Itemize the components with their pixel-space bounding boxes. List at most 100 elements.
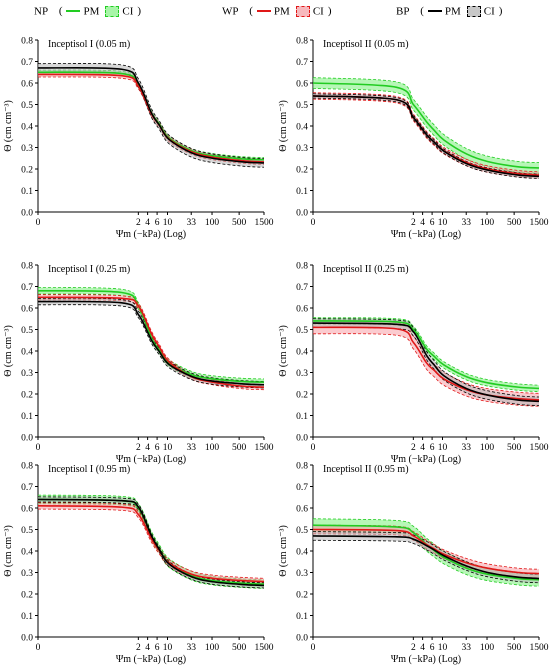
chart-panel-2: 0.0 0.1 0.2 0.3 0.4 0.5 0.6 0.7 0.8 0 2 4 6 10 33 100 50…	[278, 37, 549, 241]
x-tick-label: 6	[155, 218, 160, 228]
x-axis-label: Ψm (−kPa) (Log)	[116, 654, 186, 665]
y-axis-label: Θ (cm cm⁻³)	[3, 525, 14, 577]
ci-upper-bp	[37, 496, 265, 584]
y-tick-label: 0.7	[296, 58, 308, 68]
pm-line-bp	[312, 535, 540, 580]
x-tick-label: 1500	[255, 443, 274, 453]
ci-band-bp	[38, 298, 264, 388]
x-tick-label: 1500	[530, 218, 549, 228]
legend-ci-box-np	[105, 5, 120, 17]
ci-lower-np	[312, 531, 540, 587]
pm-line-wp	[37, 296, 265, 388]
y-tick-label: 0.5	[296, 101, 308, 111]
ci-upper-np	[312, 317, 540, 386]
x-tick-label: 0	[36, 218, 41, 228]
y-tick-label: 0.4	[296, 348, 308, 358]
y-tick-label: 0.8	[21, 462, 33, 472]
x-tick-label: 33	[461, 443, 471, 453]
pm-line-np	[312, 82, 540, 169]
y-tick-label: 0.5	[21, 326, 33, 336]
x-tick-label: 1500	[530, 443, 549, 453]
x-tick-label: 10	[163, 643, 173, 653]
x-tick-label: 1500	[530, 643, 549, 653]
ci-lower-bp	[312, 539, 540, 584]
ci-band-bp	[313, 531, 539, 583]
chart-title: Inceptisol I (0.05 m)	[48, 39, 130, 50]
pm-line-np	[312, 320, 540, 390]
chart-panel-1: 0.0 0.1 0.2 0.3 0.4 0.5 0.6 0.7 0.8 0 2 4 6 10 33 100 50…	[3, 37, 274, 241]
ci-lower-bp	[37, 71, 265, 168]
y-tick-label: 0.5	[21, 101, 33, 111]
x-tick-label: 0	[311, 643, 316, 653]
y-tick-label: 0.3	[296, 144, 308, 154]
y-tick-label: 0.7	[21, 483, 33, 493]
ci-upper-np	[37, 494, 265, 581]
x-tick-label: 4	[420, 643, 425, 653]
y-tick-label: 0.7	[296, 483, 308, 493]
pm-line-wp	[312, 528, 540, 575]
x-tick-label: 1500	[255, 643, 274, 653]
x-tick-label: 6	[155, 643, 160, 653]
y-tick-label: 0.6	[21, 80, 33, 90]
ci-lower-np	[312, 323, 540, 393]
y-tick-label: 0.4	[296, 548, 308, 558]
chart-title: Inceptisol II (0.95 m)	[323, 464, 409, 475]
x-tick-label: 2	[136, 643, 141, 653]
y-tick-label: 0.6	[296, 305, 308, 315]
x-axis-label: Ψm (−kPa) (Log)	[116, 229, 186, 240]
y-tick-label: 0.6	[296, 505, 308, 515]
x-axis-label: Ψm (−kPa) (Log)	[391, 654, 461, 665]
x-tick-label: 10	[438, 443, 448, 453]
x-tick-label: 100	[205, 443, 220, 453]
x-tick-label: 6	[155, 443, 160, 453]
ci-lower-bp	[37, 304, 265, 389]
legend-code-wp: WP	[222, 5, 239, 18]
pm-line-bp	[37, 66, 265, 164]
x-tick-label: 6	[430, 643, 435, 653]
y-tick-label: 0.1	[296, 187, 308, 197]
x-tick-label: 10	[163, 443, 173, 453]
y-tick-label: 0.4	[296, 123, 308, 133]
y-tick-label: 0.0	[296, 434, 308, 444]
x-tick-label: 2	[411, 218, 416, 228]
y-tick-label: 0.0	[21, 209, 33, 219]
legend-line-np	[66, 10, 81, 13]
ci-upper-bp	[312, 318, 540, 398]
x-tick-label: 33	[461, 218, 471, 228]
x-tick-label: 2	[136, 443, 141, 453]
legend-ci-wp: CI	[312, 5, 324, 18]
y-tick-label: 0.0	[21, 634, 33, 644]
y-tick-label: 0.7	[21, 283, 33, 293]
x-tick-label: 2	[411, 443, 416, 453]
pm-line-bp	[37, 300, 265, 386]
ci-lower-bp	[312, 97, 540, 179]
y-tick-label: 0.5	[21, 526, 33, 536]
legend-ci-np: CI	[122, 5, 134, 18]
x-tick-label: 0	[311, 443, 316, 453]
chart-title: Inceptisol II (0.25 m)	[323, 264, 409, 275]
y-tick-label: 0.8	[21, 262, 33, 272]
x-tick-label: 500	[232, 443, 247, 453]
y-axis-label: Θ (cm cm⁻³)	[278, 100, 289, 152]
ci-upper-bp	[37, 297, 265, 382]
ci-upper-wp	[312, 524, 540, 570]
x-tick-label: 100	[480, 218, 495, 228]
x-tick-label: 6	[430, 218, 435, 228]
y-tick-label: 0.1	[21, 187, 33, 197]
x-axis-label: Ψm (−kPa) (Log)	[391, 454, 461, 465]
x-tick-label: 100	[205, 643, 220, 653]
legend-ci-bp: CI	[483, 5, 495, 18]
x-tick-label: 0	[36, 443, 41, 453]
y-tick-label: 0.8	[296, 37, 308, 47]
pm-line-bp	[37, 498, 265, 587]
x-tick-label: 500	[507, 643, 522, 653]
chart-panel-4: 0.0 0.1 0.2 0.3 0.4 0.5 0.6 0.7 0.8 0 2 4 6 10 33 100 50…	[278, 262, 549, 466]
x-tick-label: 10	[438, 643, 448, 653]
y-tick-label: 0.7	[296, 283, 308, 293]
ci-upper-bp	[37, 63, 265, 160]
x-axis-label: Ψm (−kPa) (Log)	[116, 454, 186, 465]
y-tick-label: 0.3	[21, 144, 33, 154]
y-tick-label: 0.2	[21, 591, 33, 601]
pm-line-bp	[312, 95, 540, 178]
ci-band-bp	[38, 63, 264, 168]
